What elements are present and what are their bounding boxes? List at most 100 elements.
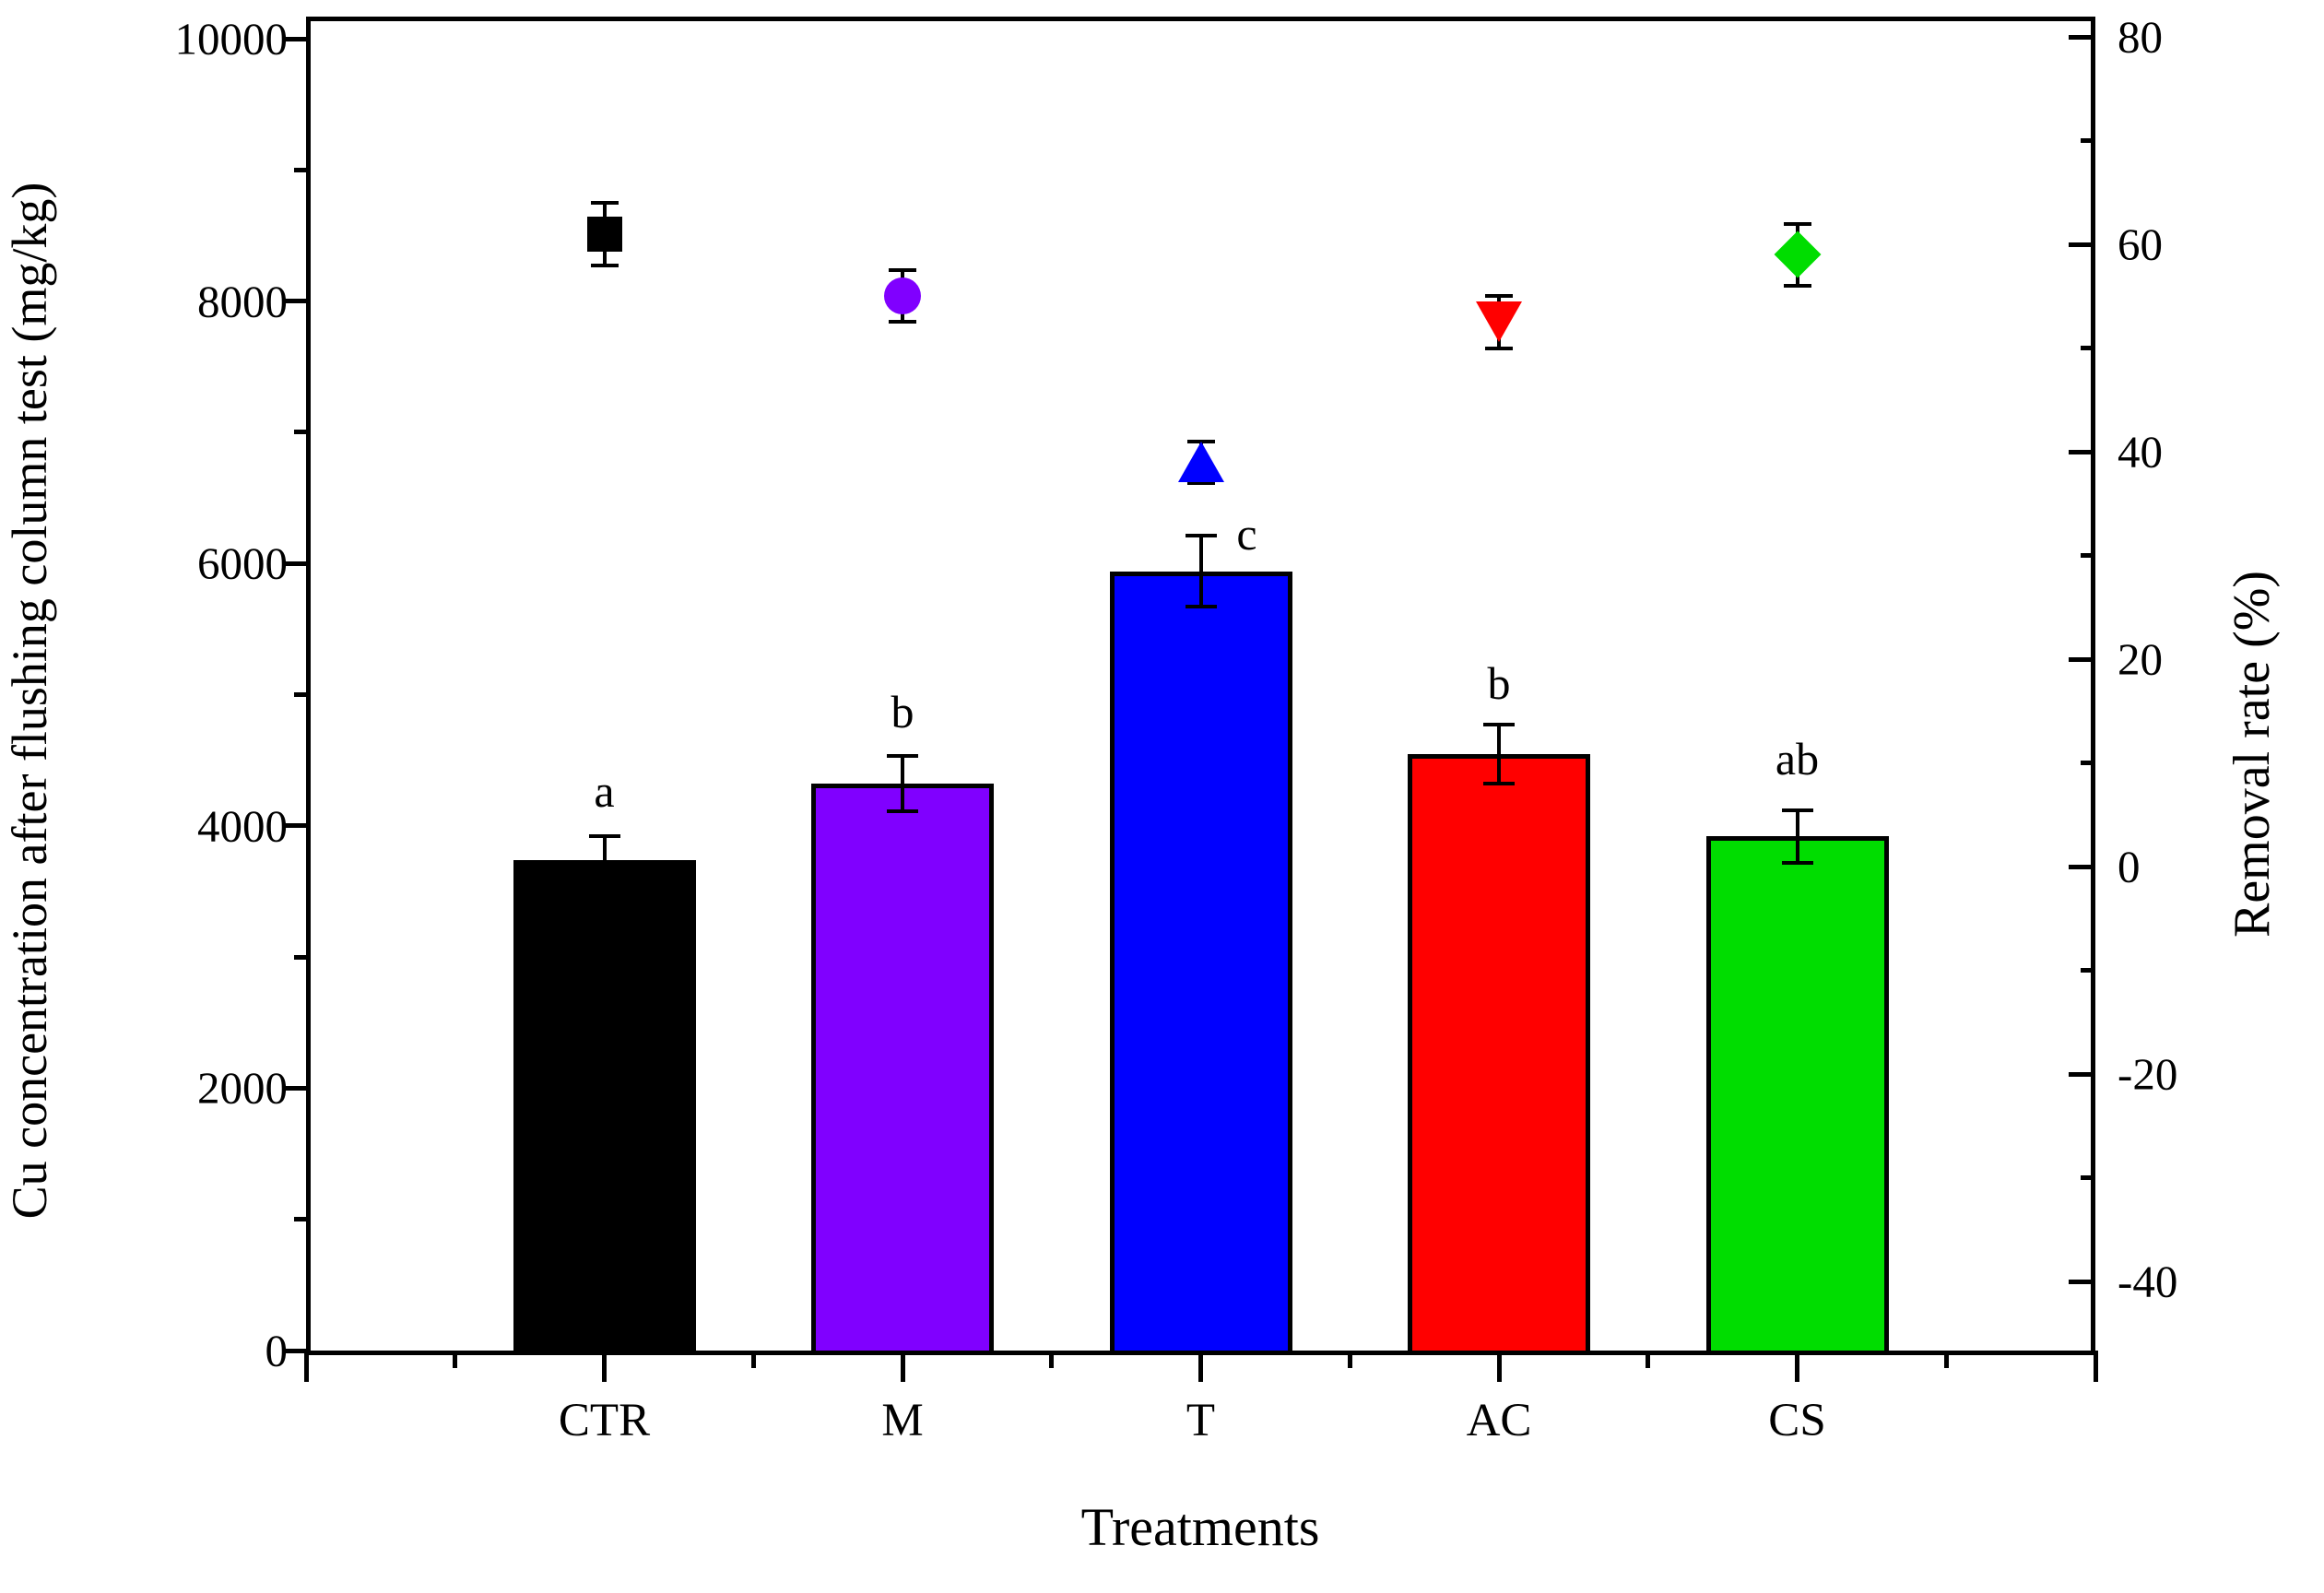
bar-CS-error-cap-bottom [1781, 860, 1813, 865]
x-axis-major-tick [900, 1351, 905, 1382]
marker-diamond-CS [1774, 230, 1821, 278]
x-axis-major-tick [1795, 1351, 1799, 1382]
left-axis-major-tick [284, 1085, 306, 1091]
marker-T-error-cap-bottom [1186, 480, 1215, 485]
x-axis-title: Treatments [1080, 1497, 1320, 1557]
bar-M-error-line [901, 756, 904, 812]
right-axis-major-tick [2069, 864, 2095, 869]
right-axis-minor-tick [2081, 761, 2095, 765]
left-axis-tick-label: 10000 [174, 13, 289, 65]
marker-triangle-up-T [1177, 442, 1224, 483]
left-axis-major-tick [284, 36, 306, 41]
right-axis-major-tick [2069, 1071, 2095, 1077]
x-axis-minor-tick [453, 1351, 458, 1368]
right-axis-tick-label: -20 [2118, 1048, 2178, 1100]
marker-AC-error-cap-bottom [1485, 346, 1513, 350]
left-axis-minor-tick [294, 954, 306, 960]
left-axis-minor-tick [294, 1217, 306, 1222]
significance-label-CTR: a [594, 765, 615, 818]
left-axis-title: Cu concentration after flushing column t… [2, 182, 57, 1220]
bar-CTR [513, 859, 696, 1355]
x-axis-major-tick [1198, 1351, 1203, 1382]
right-axis-minor-tick [2081, 968, 2095, 973]
right-axis-minor-tick [2081, 346, 2095, 350]
x-axis-minor-tick [750, 1351, 756, 1368]
marker-square-CTR [586, 216, 622, 252]
bar-AC-error-cap-top [1483, 722, 1515, 726]
marker-T-error-cap-top [1186, 439, 1215, 443]
bar-CS-error-line [1795, 809, 1799, 863]
bar-T-error-cap-top [1185, 534, 1217, 538]
bar-T-error-cap-bottom [1185, 605, 1217, 609]
marker-M-error-cap-bottom [889, 320, 916, 324]
right-axis-tick-label: 20 [2118, 633, 2163, 685]
x-axis-minor-tick [1646, 1351, 1651, 1368]
significance-label-T: c [1236, 508, 1257, 560]
bar-M-error-cap-bottom [887, 809, 918, 814]
significance-label-M: b [891, 686, 914, 738]
right-axis-tick-label: 60 [2118, 218, 2163, 270]
right-axis-tick-label: 40 [2118, 426, 2163, 478]
x-axis-category-label: T [1186, 1395, 1216, 1446]
right-axis-major-tick [2069, 242, 2095, 247]
right-axis-tick-label: -40 [2118, 1256, 2178, 1307]
x-axis-major-tick [303, 1351, 309, 1382]
marker-circle-M [884, 277, 921, 315]
bar-T-error-line [1198, 536, 1203, 608]
marker-triangle-down-AC [1476, 301, 1522, 343]
x-axis-category-label: M [881, 1395, 924, 1446]
x-axis-major-tick [602, 1351, 607, 1382]
bar-M [811, 784, 994, 1355]
left-axis-major-tick [284, 299, 306, 304]
x-axis-major-tick [2093, 1351, 2098, 1382]
bar-CTR-error-cap-top [588, 834, 620, 839]
left-axis-tick-label: 4000 [197, 800, 288, 852]
right-axis-major-tick [2069, 656, 2095, 662]
left-axis-major-tick [284, 823, 306, 829]
marker-CTR-error-cap-bottom [590, 263, 619, 267]
right-axis-minor-tick [2081, 138, 2095, 143]
left-axis-minor-tick [294, 692, 306, 697]
right-axis-major-tick [2069, 449, 2095, 454]
bar-AC-error-line [1497, 724, 1501, 784]
bar-AC-error-cap-bottom [1483, 781, 1515, 785]
right-axis-major-tick [2069, 1279, 2095, 1284]
x-axis-category-label: CS [1768, 1395, 1826, 1446]
right-axis-minor-tick [2081, 1175, 2095, 1180]
significance-label-AC: b [1487, 656, 1511, 709]
right-axis-title: Removal rate (%) [2224, 570, 2281, 938]
right-axis-tick-label: 80 [2118, 11, 2163, 63]
x-axis-major-tick [1496, 1351, 1502, 1382]
bar-CTR-error-cap-bottom [588, 881, 620, 886]
right-axis-major-tick [2069, 34, 2095, 40]
bar-CTR-error-line [602, 836, 607, 884]
marker-CTR-error-cap-top [590, 201, 619, 205]
marker-AC-error-cap-top [1485, 294, 1513, 299]
bar-T [1109, 571, 1292, 1355]
left-axis-tick-label: 6000 [197, 537, 288, 589]
x-axis-minor-tick [1347, 1351, 1352, 1368]
left-axis-tick-label: 8000 [197, 276, 288, 327]
right-axis-minor-tick [2081, 553, 2095, 558]
left-axis-tick-label: 0 [265, 1325, 289, 1376]
bar-M-error-cap-top [887, 754, 918, 759]
left-axis-major-tick [284, 560, 306, 566]
x-axis-minor-tick [1049, 1351, 1055, 1368]
right-axis-tick-label: 0 [2118, 841, 2141, 892]
marker-CS-error-cap-bottom [1783, 284, 1811, 288]
left-axis-tick-label: 2000 [197, 1062, 288, 1114]
x-axis-category-label: CTR [558, 1395, 651, 1446]
bar-AC [1408, 753, 1590, 1355]
left-axis-minor-tick [294, 167, 306, 172]
marker-CS-error-cap-top [1783, 221, 1811, 226]
x-axis-minor-tick [1943, 1351, 1949, 1368]
marker-M-error-cap-top [889, 268, 916, 273]
bar-CS-error-cap-top [1781, 808, 1813, 812]
significance-label-CS: ab [1775, 732, 1820, 785]
left-axis-major-tick [284, 1348, 306, 1353]
x-axis-category-label: AC [1466, 1395, 1532, 1446]
bar-CS [1705, 836, 1889, 1355]
left-axis-minor-tick [294, 430, 306, 435]
